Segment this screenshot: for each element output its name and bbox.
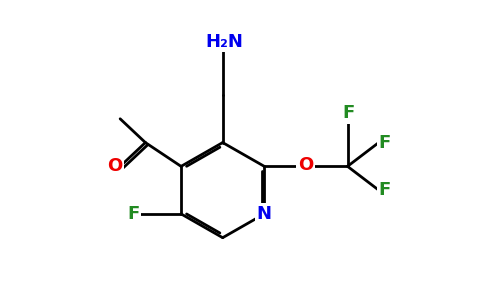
- Text: F: F: [127, 205, 140, 223]
- Text: F: F: [343, 104, 355, 122]
- Text: O: O: [298, 156, 314, 174]
- Text: H₂N: H₂N: [205, 32, 243, 50]
- Text: O: O: [107, 157, 122, 175]
- Text: F: F: [378, 181, 391, 199]
- Text: F: F: [378, 134, 391, 152]
- Text: N: N: [257, 205, 272, 223]
